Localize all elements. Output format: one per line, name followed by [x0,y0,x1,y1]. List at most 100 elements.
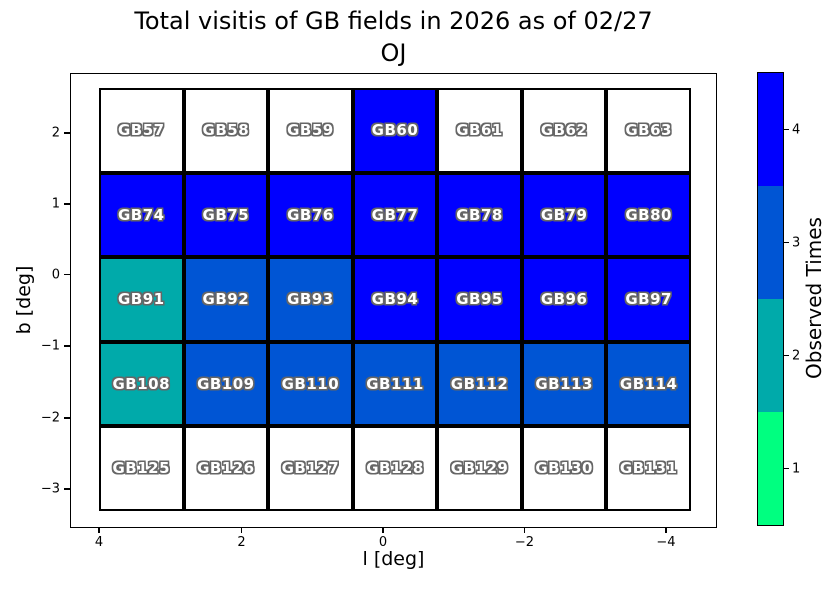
x-axis-label: l [deg] [362,548,425,570]
colorbar-tick-mark [784,128,789,130]
colorbar-tick-label: 2 [792,348,801,363]
chart-title-line2: OJ [380,39,407,67]
x-tick-mark [665,528,667,533]
y-tick-label: 2 [51,125,60,141]
field-cell: GB93 [268,257,353,342]
field-cell: GB79 [521,172,607,257]
x-tick-label: −2 [514,535,535,550]
y-tick-mark [64,417,70,419]
field-cell: GB78 [437,172,522,257]
field-cell-label: GB93 [287,290,334,309]
field-cell-label: GB128 [366,459,424,478]
field-cell: GB94 [352,257,438,342]
chart-title-line1: Total visitis of GB fields in 2026 as of… [134,7,653,35]
field-cell-label: GB129 [450,459,509,478]
chart-title: Total visitis of GB fields in 2026 as of… [70,5,717,69]
colorbar-segment [758,73,783,186]
colorbar-tick-mark [784,467,789,469]
field-cell-label: GB114 [619,374,678,393]
x-tick-mark [382,528,384,533]
colorbar-segment [758,412,783,525]
field-cell: GB125 [99,426,184,511]
field-cell-label: GB92 [202,290,250,309]
field-cell: GB61 [437,88,522,173]
field-cell-label: GB58 [202,121,250,140]
y-axis-label: b [deg] [13,265,35,335]
y-tick-mark [64,132,70,134]
colorbar-tick-mark [784,354,789,356]
field-cell-label: GB131 [619,459,678,478]
field-cell-label: GB108 [112,374,171,393]
field-cell: GB130 [521,426,607,511]
colorbar-tick-mark [784,241,789,243]
field-cell-label: GB57 [117,121,165,140]
field-cell-label: GB75 [202,205,250,224]
field-cell: GB57 [99,88,184,173]
x-tick-mark [98,528,100,533]
field-cell-label: GB111 [366,374,424,393]
colorbar-label: Observed Times [802,217,826,379]
field-cell-label: GB63 [625,121,672,140]
x-tick-label: 0 [378,535,388,550]
field-cell: GB63 [606,88,691,173]
y-tick-label: 0 [51,267,60,282]
y-tick-label: −1 [40,338,60,354]
colorbar-tick-label: 1 [792,461,801,476]
y-tick-mark [64,488,70,490]
field-cell: GB77 [352,172,438,257]
field-cell: GB92 [183,257,269,342]
field-cell-label: GB126 [197,459,255,478]
x-tick-mark [240,528,242,533]
field-cell-label: GB97 [625,290,672,309]
field-cell-label: GB127 [281,459,340,478]
field-cell-label: GB62 [540,121,588,140]
field-cell: GB128 [352,426,438,511]
colorbar-segment [758,186,783,299]
field-cell: GB96 [521,257,607,342]
field-cell-label: GB80 [625,205,672,224]
field-cell: GB62 [521,88,607,173]
colorbar-tick-label: 3 [792,235,801,250]
field-cell: GB131 [606,426,691,511]
field-cell: GB91 [99,257,184,342]
field-cell: GB129 [437,426,522,511]
x-tick-mark [523,528,525,533]
y-tick-label: −2 [40,410,60,426]
field-cell: GB114 [606,341,691,426]
field-cell: GB76 [268,172,353,257]
field-cell: GB126 [183,426,269,511]
field-cell-label: GB110 [281,374,340,393]
field-cell-label: GB109 [197,374,255,393]
field-cell-label: GB112 [450,374,509,393]
field-cell: GB97 [606,257,691,342]
field-cell: GB110 [268,341,353,426]
field-cell: GB59 [268,88,353,173]
field-cell-label: GB59 [287,121,334,140]
field-cell: GB109 [183,341,269,426]
colorbar-tick-label: 4 [792,122,801,137]
x-tick-label: 2 [237,535,246,550]
field-cell: GB95 [437,257,522,342]
field-cell: GB108 [99,341,184,426]
field-cell: GB60 [352,88,438,173]
field-cell-label: GB91 [117,290,165,309]
field-cell-label: GB78 [456,205,503,224]
field-cell-label: GB76 [287,205,334,224]
field-cell-label: GB74 [117,205,165,224]
field-cell: GB127 [268,426,353,511]
field-cell-label: GB96 [540,290,588,309]
field-cell-label: GB125 [112,459,171,478]
field-cell: GB58 [183,88,269,173]
y-tick-label: −3 [40,481,60,497]
field-cell-label: GB94 [371,290,419,309]
field-cell: GB74 [99,172,184,257]
field-cell-label: GB130 [535,459,593,478]
colorbar [757,72,784,526]
x-tick-label: 4 [94,535,104,550]
field-cell-label: GB60 [371,121,419,140]
field-cell-label: GB61 [456,121,503,140]
field-cell-label: GB77 [371,205,419,224]
y-tick-label: 1 [51,196,60,212]
y-tick-mark [64,273,70,275]
